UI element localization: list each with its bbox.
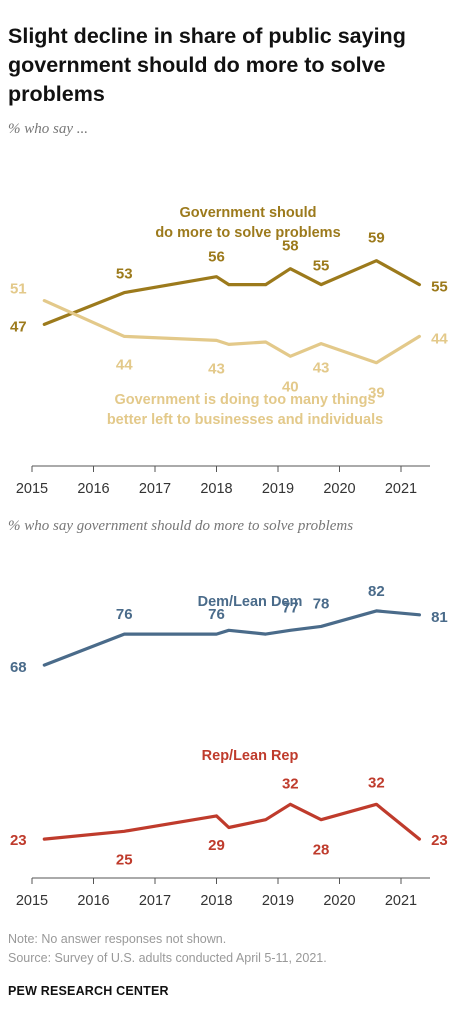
data-label: 44: [431, 330, 448, 347]
series-name-label: Government is doing too many things: [114, 392, 375, 408]
data-label: 68: [10, 659, 27, 676]
chart-title: Slight decline in share of public saying…: [8, 24, 406, 106]
data-label: 43: [208, 360, 225, 377]
data-label: 47: [10, 318, 27, 335]
data-label: 56: [208, 249, 225, 266]
data-label: 32: [368, 774, 385, 791]
data-label: 25: [116, 851, 133, 868]
series-name-label: Dem/Lean Dem: [198, 594, 303, 610]
x-tick-label: 2020: [323, 893, 355, 909]
data-label: 58: [282, 238, 299, 255]
series-name-label: Government should: [180, 205, 317, 221]
data-label: 23: [10, 832, 27, 849]
x-tick-label: 2021: [385, 893, 417, 909]
series-line: [42, 609, 421, 667]
data-label: 53: [116, 266, 133, 283]
x-tick-label: 2017: [139, 481, 171, 497]
x-tick-label: 2020: [323, 481, 355, 497]
x-tick-label: 2019: [262, 893, 294, 909]
note-text: Note: No answer responses not shown.: [8, 932, 227, 946]
chart-bottom-partisan: 2015 2016 2017 2018 2019 2020 2021 68 76 76 77 78 82…: [10, 583, 448, 909]
x-tick-label: 2018: [200, 481, 232, 497]
chart-subtitle-bottom: % who say government should do more to s…: [8, 518, 354, 534]
x-tick-label: 2019: [262, 481, 294, 497]
data-label: 55: [431, 279, 448, 296]
x-tick-label: 2015: [16, 893, 48, 909]
series-name-label: better left to businesses and individual…: [107, 412, 383, 428]
x-tick-label: 2016: [77, 893, 109, 909]
chart-subtitle-top: % who say ...: [8, 121, 88, 137]
data-label: 28: [313, 842, 330, 859]
data-label: 82: [368, 583, 385, 600]
source-text: Source: Survey of U.S. adults conducted …: [8, 951, 327, 965]
data-label: 76: [116, 606, 133, 623]
series-name-label: do more to solve problems: [155, 225, 340, 241]
x-tick-label: 2018: [200, 893, 232, 909]
data-label: 44: [116, 356, 133, 373]
data-label: 76: [208, 606, 225, 623]
data-label: 29: [208, 837, 225, 854]
series-name-label: Rep/Lean Rep: [202, 748, 299, 764]
data-label: 55: [313, 258, 330, 275]
data-label: 59: [368, 230, 385, 247]
data-label: 43: [313, 360, 330, 377]
data-label: 77: [282, 599, 299, 616]
data-label: 23: [431, 832, 448, 849]
x-tick-label: 2016: [77, 481, 109, 497]
x-tick-label: 2021: [385, 481, 417, 497]
chart-top-government-role: 2015 2016 2017 2018 2019 2020 2021 47 53 56 58 55 59…: [10, 205, 448, 497]
series-line: [42, 802, 421, 841]
x-tick-label: 2017: [139, 893, 171, 909]
pew-brand: PEW RESEARCH CENTER: [8, 984, 169, 998]
data-label: 32: [282, 775, 299, 792]
x-tick-label: 2015: [16, 481, 48, 497]
data-label: 51: [10, 281, 27, 298]
data-label: 81: [431, 609, 448, 626]
series-line: [42, 259, 421, 326]
data-label: 40: [282, 378, 299, 395]
data-label: 39: [368, 385, 385, 402]
series-line: [42, 299, 421, 365]
data-label: 78: [313, 595, 330, 612]
